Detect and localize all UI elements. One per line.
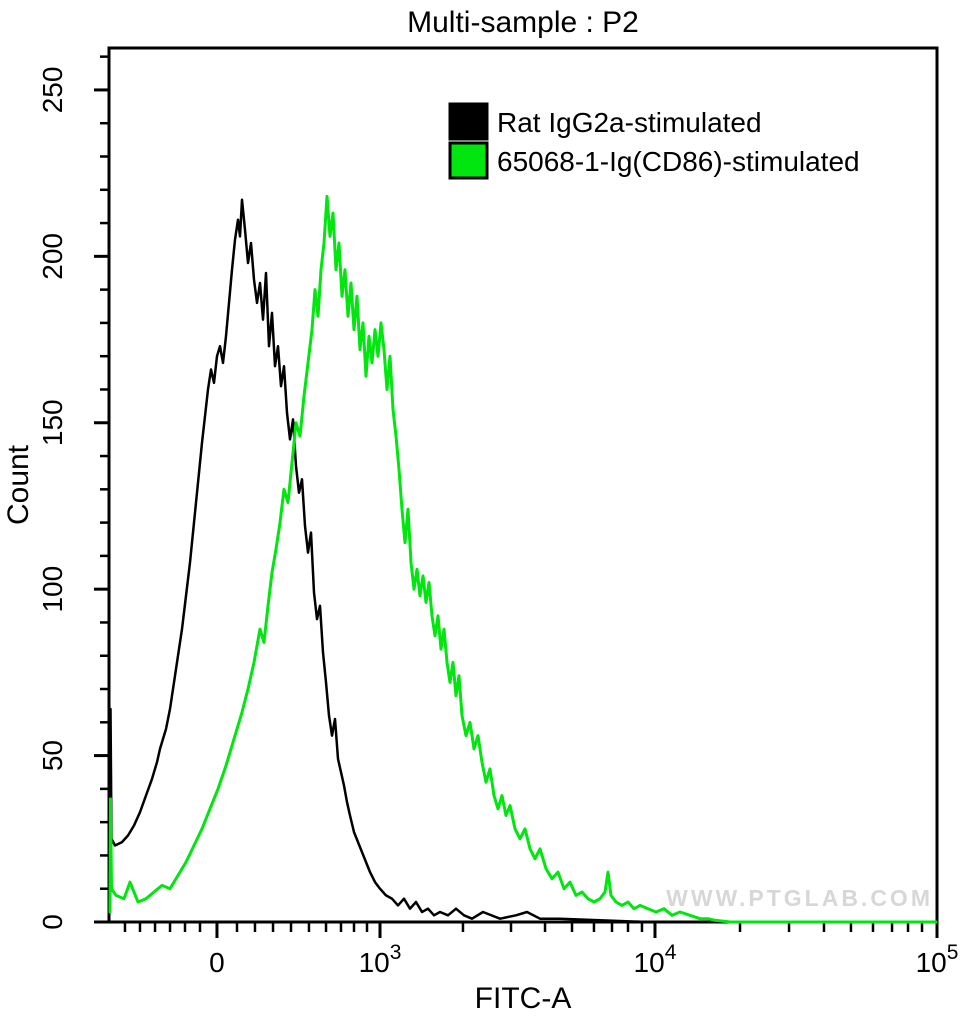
y-tick-label: 0	[37, 914, 68, 930]
x-tick-label: 104	[634, 941, 677, 978]
chart-title: Multi-sample : P2	[407, 6, 639, 39]
x-tick-label: 103	[359, 941, 402, 978]
legend-label-igg2a: Rat IgG2a-stimulated	[497, 107, 762, 138]
legend-swatch-green	[448, 141, 489, 180]
legend-swatch-black	[448, 102, 489, 141]
watermark-text: WWW.PTGLAB.COM	[666, 885, 933, 911]
x-tick-label: 0	[209, 947, 225, 978]
y-tick-label: 250	[37, 67, 68, 114]
y-tick-label: 100	[37, 566, 68, 613]
legend-label-cd86: 65068-1-Ig(CD86)-stimulated	[497, 146, 860, 177]
legend: Rat IgG2a-stimulated 65068-1-Ig(CD86)-st…	[448, 102, 860, 180]
x-axis-title: FITC-A	[475, 982, 572, 1015]
histogram-curves-group	[108, 194, 938, 924]
axis-ticks-group: 0 50 100 150 200 250 0 103 104 105	[37, 55, 959, 978]
y-tick-label: 200	[37, 233, 68, 280]
green-histogram-curve	[108, 194, 938, 924]
black-histogram-curve	[108, 198, 938, 924]
plot-frame	[107, 46, 939, 924]
y-tick-label: 50	[37, 740, 68, 771]
y-axis-title: Count	[2, 444, 35, 525]
y-tick-label: 150	[37, 399, 68, 446]
x-tick-label: 105	[916, 941, 959, 978]
